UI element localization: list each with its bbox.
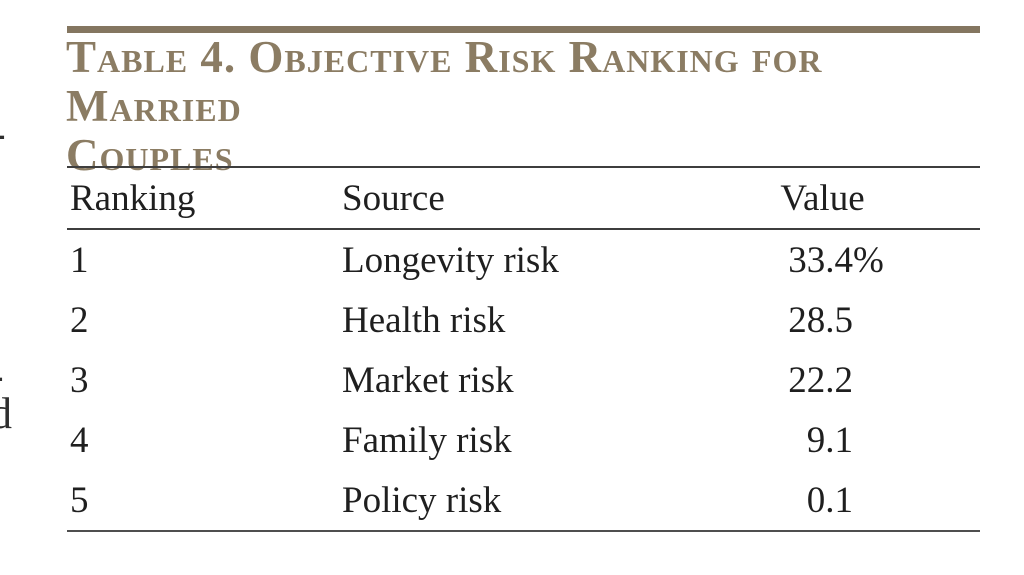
source-cell: Market risk <box>342 359 514 401</box>
value-suffix: % <box>853 239 884 281</box>
value-cell: 28.5 <box>740 302 980 339</box>
value-number: 22.2 <box>788 359 853 401</box>
column-header-source: Source <box>342 177 445 219</box>
table-row: 3 Market risk 22.2 <box>67 350 980 410</box>
table-row: 5 Policy risk 0.1 <box>67 470 980 530</box>
table-row: 2 Health risk 28.5 <box>67 290 980 350</box>
left-margin-text-fragment: d <box>0 389 12 438</box>
table-row: 4 Family risk 9.1 <box>67 410 980 470</box>
column-header-ranking: Ranking <box>70 177 196 219</box>
risk-ranking-table: Ranking Source Value 1 Longevity risk 33… <box>67 166 980 532</box>
source-cell: Longevity risk <box>342 239 559 281</box>
table-row: 1 Longevity risk 33.4% <box>67 230 980 290</box>
value-number: 0.1 <box>806 479 853 521</box>
ranking-cell: 4 <box>70 419 89 461</box>
left-margin-text-fragment: - <box>0 112 6 156</box>
source-cell: Health risk <box>342 299 506 341</box>
ranking-cell: 5 <box>70 479 89 521</box>
left-margin-text-fragment: - <box>0 354 4 398</box>
source-cell: Policy risk <box>342 479 502 521</box>
value-cell: 22.2 <box>740 362 980 399</box>
ranking-cell: 1 <box>70 239 89 281</box>
ranking-cell: 3 <box>70 359 89 401</box>
value-number: 33.4 <box>788 239 853 281</box>
table-title: Table 4. Objective Risk Ranking for Marr… <box>66 32 823 180</box>
ranking-cell: 2 <box>70 299 89 341</box>
value-number: 9.1 <box>806 419 853 461</box>
value-cell: 9.1 <box>740 422 980 459</box>
title-accent-bar <box>67 26 980 33</box>
value-number: 28.5 <box>788 299 853 341</box>
source-cell: Family risk <box>342 419 512 461</box>
table-header-row: Ranking Source Value <box>67 168 980 230</box>
value-cell: 0.1 <box>740 482 980 519</box>
column-header-value: Value <box>780 177 865 219</box>
value-cell: 33.4% <box>740 242 980 279</box>
